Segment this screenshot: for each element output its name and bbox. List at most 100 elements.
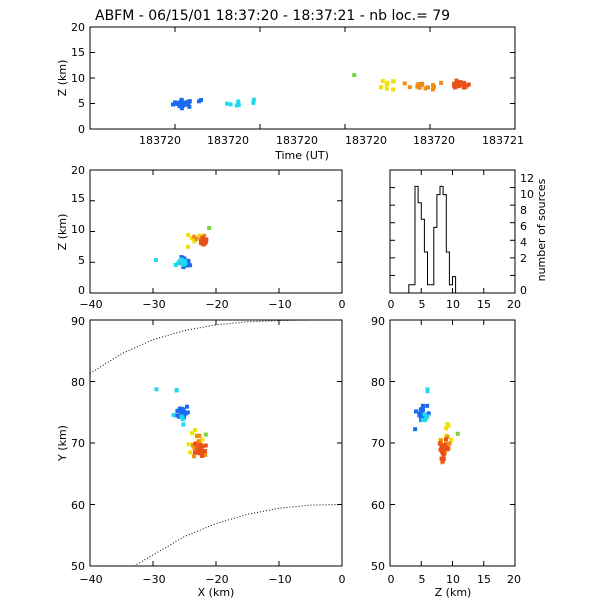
data-point: [457, 80, 462, 85]
data-point: [251, 97, 256, 102]
data-point: [442, 442, 447, 447]
data-point: [192, 446, 197, 451]
data-point: [203, 432, 208, 437]
panel-time-z: 0 5 10 15 20 183720 183720 183720 183720…: [56, 21, 524, 162]
panel-histogram-frame: [389, 169, 516, 294]
data-point: [466, 82, 471, 87]
data-point: [391, 87, 396, 92]
data-point: [225, 101, 229, 106]
panel-x-z: 0 5 10 15 20 −40 −30 −20 −10 0 Z (km): [56, 164, 346, 311]
xtick-label: −30: [142, 298, 165, 311]
data-point: [438, 447, 443, 452]
data-point: [380, 79, 385, 84]
data-point: [193, 441, 198, 446]
yaxis-label: Z (km): [56, 214, 69, 251]
data-point: [391, 79, 396, 84]
data-point: [251, 100, 256, 105]
panel-x-z-ticks: [89, 169, 343, 294]
data-point: [154, 387, 159, 392]
xtick-label: 0: [339, 298, 346, 311]
data-point: [431, 87, 435, 92]
data-point: [425, 387, 430, 392]
data-point: [228, 102, 233, 107]
data-point: [185, 410, 190, 415]
xaxis-label: Z (km): [435, 586, 472, 599]
data-point: [192, 454, 196, 459]
data-point: [174, 388, 179, 393]
yaxis-label: Y (km): [56, 425, 69, 462]
panel-x-y-points: [154, 387, 208, 459]
data-point: [204, 238, 209, 243]
data-point: [182, 100, 186, 105]
xaxis-label: X (km): [198, 586, 235, 599]
ytick-label: 80: [71, 376, 85, 389]
xtick-label: 183720: [276, 134, 318, 147]
xtick-label: 183720: [413, 134, 455, 147]
ytick-label: 50: [371, 560, 385, 573]
data-point: [192, 428, 197, 432]
ytick-label: 2: [520, 252, 527, 265]
panel-time-z-points: [171, 73, 471, 111]
data-point: [452, 83, 456, 88]
xtick-label: 5: [419, 573, 426, 586]
xtick-label: −30: [142, 573, 165, 586]
data-point: [195, 446, 200, 451]
data-point: [207, 226, 212, 231]
panel-x-y: 50 60 70 80 90 −40 −30 −20 −10 0 X (km) …: [56, 315, 346, 599]
data-point: [203, 449, 207, 453]
data-point: [198, 443, 202, 448]
xtick-label: −10: [268, 298, 291, 311]
ytick-label: 90: [371, 315, 385, 328]
data-point: [402, 81, 407, 86]
xtick-label: −10: [268, 573, 291, 586]
data-point: [189, 236, 194, 241]
xtick-label: 183720: [207, 134, 249, 147]
data-point: [414, 409, 418, 414]
xaxis-label: Time (UT): [274, 149, 329, 162]
data-point: [413, 427, 418, 432]
panel-x-y-range-rings: [89, 319, 343, 567]
ytick-label: 5: [78, 254, 85, 267]
data-point: [177, 104, 182, 109]
data-point: [203, 443, 208, 448]
ytick-label: 15: [71, 46, 85, 59]
data-point: [171, 102, 175, 107]
data-point: [153, 258, 158, 263]
panel-histogram: 0 2 4 6 8 10 12 2 0 5 10 15 20 number of…: [388, 169, 548, 311]
data-point: [188, 450, 193, 455]
data-point: [186, 232, 191, 237]
data-point: [420, 407, 424, 411]
data-point: [179, 257, 184, 262]
data-point: [431, 83, 435, 88]
data-point: [378, 85, 383, 90]
ytick-label: 70: [71, 437, 85, 450]
ytick-label: 70: [371, 437, 385, 450]
data-point: [422, 412, 427, 417]
xtick-label: 20: [507, 573, 521, 586]
data-point: [417, 85, 422, 90]
data-point: [457, 84, 462, 88]
data-point: [441, 452, 446, 457]
data-point: [182, 258, 187, 263]
data-point: [186, 442, 191, 447]
data-point: [426, 411, 431, 416]
data-point: [352, 73, 357, 78]
data-point: [461, 85, 466, 90]
data-point: [416, 82, 421, 86]
ytick-label: 15: [71, 192, 85, 205]
data-point: [236, 99, 241, 104]
data-point: [407, 85, 412, 90]
data-point: [191, 443, 195, 447]
data-point: [197, 450, 202, 455]
data-point: [185, 404, 189, 409]
panel-z-y-ticks: [389, 319, 516, 567]
xtick-label: 0: [388, 298, 395, 311]
xtick-label: 0: [388, 573, 395, 586]
data-point: [439, 80, 444, 85]
xtick-label: 15: [477, 573, 491, 586]
data-point: [183, 261, 188, 266]
data-point: [192, 239, 197, 244]
data-point: [437, 441, 442, 446]
